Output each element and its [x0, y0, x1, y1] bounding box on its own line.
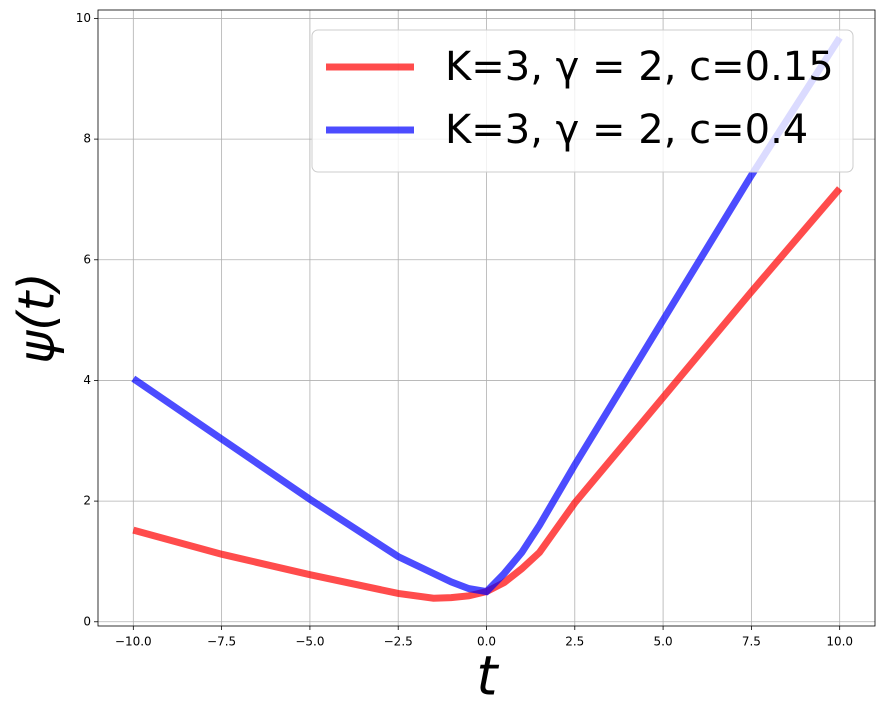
y-axis-label: ψ(t)	[8, 272, 66, 364]
legend-label: K=3, γ = 2, c=0.4	[445, 107, 808, 153]
x-tick-label: −7.5	[207, 635, 236, 649]
y-tick-label: 2	[83, 494, 91, 508]
x-tick-label: 2.5	[565, 635, 584, 649]
x-axis-label: t	[476, 645, 499, 708]
y-tick-label: 6	[83, 252, 91, 266]
y-tick-label: 10	[76, 11, 91, 25]
x-tick-label: 10.0	[826, 635, 853, 649]
legend-frame	[311, 29, 854, 173]
x-tick-label: −10.0	[115, 635, 152, 649]
x-tick-label: 0.0	[477, 635, 496, 649]
x-tick-label: 5.0	[654, 635, 673, 649]
x-tick-label: −5.0	[295, 635, 324, 649]
y-tick-label: 8	[83, 132, 91, 146]
x-tick-label: −2.5	[384, 635, 413, 649]
y-tick-label: 0	[83, 614, 91, 628]
plot-frame	[97, 9, 876, 627]
legend-label: K=3, γ = 2, c=0.15	[445, 44, 834, 90]
legend: K=3, γ = 2, c=0.15 K=3, γ = 2, c=0.4	[311, 29, 854, 173]
x-tick-label: 7.5	[742, 635, 761, 649]
series-line	[131, 35, 843, 596]
y-tick-label: 4	[83, 373, 91, 387]
